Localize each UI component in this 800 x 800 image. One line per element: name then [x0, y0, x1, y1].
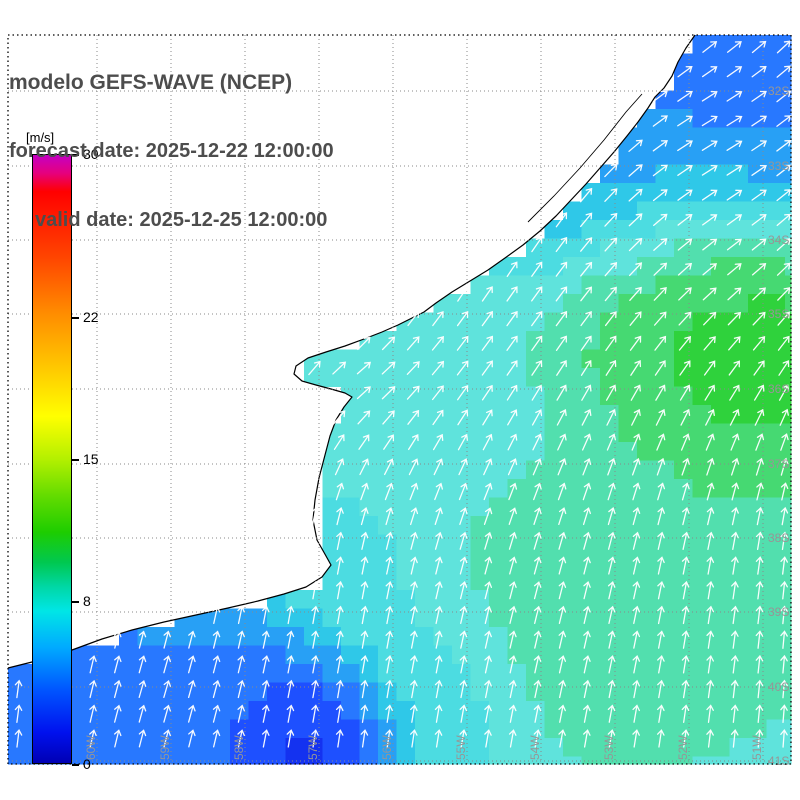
axis-labels: 32S 33S 34S 35S 36S 37S 38S 39S 40S 41S 60W 59W 58W 5… [84, 84, 789, 768]
colorbar-tick-label: 22 [83, 309, 99, 325]
lon-label: 55W [454, 735, 468, 760]
lat-label: 34S [768, 233, 789, 247]
model-title: modelo GEFS-WAVE (NCEP) [9, 71, 293, 94]
lon-label: 53W [602, 735, 616, 760]
colorbar-tick [72, 764, 79, 766]
valid-date-label: valid date: 2025-12-25 12:00:00 [35, 209, 328, 231]
lat-label: 39S [768, 605, 789, 619]
lon-label: 54W [528, 735, 542, 760]
lat-label: 38S [768, 531, 789, 545]
wind-arrows [14, 40, 792, 748]
lon-label: 52W [676, 735, 690, 760]
lon-label: 58W [232, 735, 246, 760]
colorbar-tick-label: 8 [83, 593, 91, 609]
colorbar-gradient [32, 154, 72, 764]
lat-label: 32S [768, 84, 789, 98]
lon-label: 57W [306, 735, 320, 760]
lon-label: 51W [750, 735, 764, 760]
lon-label: 60W [84, 735, 98, 760]
colorbar-tick-label: 0 [83, 756, 91, 772]
lon-label: 59W [158, 735, 172, 760]
lat-label: 35S [768, 307, 789, 321]
lat-label: 40S [768, 680, 789, 694]
wind-speed-cells [8, 35, 792, 765]
coastline [7, 34, 696, 669]
lon-label: 56W [380, 735, 394, 760]
land-mass [8, 35, 695, 668]
lat-label: 33S [768, 159, 789, 173]
lat-label: 37S [768, 457, 789, 471]
colorbar-tick-label: 15 [83, 451, 99, 467]
colorbar: [m/s] 30 22 15 8 0 [26, 128, 108, 784]
title-block: modelo GEFS-WAVE (NCEP) forecast date: 2… [9, 25, 334, 278]
colorbar-tick [72, 317, 79, 319]
map-frame [7, 34, 792, 765]
colorbar-unit-label: [m/s] [26, 130, 55, 145]
lagoon-line [527, 93, 643, 223]
colorbar-tick [72, 601, 79, 603]
lat-label: 41S [768, 754, 789, 768]
forecast-date-label: forecast date: 2025-12-22 12:00:00 [9, 140, 334, 162]
colorbar-tick [72, 459, 79, 461]
colorbar-tick-label: 30 [83, 146, 99, 162]
colorbar-tick [72, 154, 79, 156]
lat-label: 36S [768, 382, 789, 396]
